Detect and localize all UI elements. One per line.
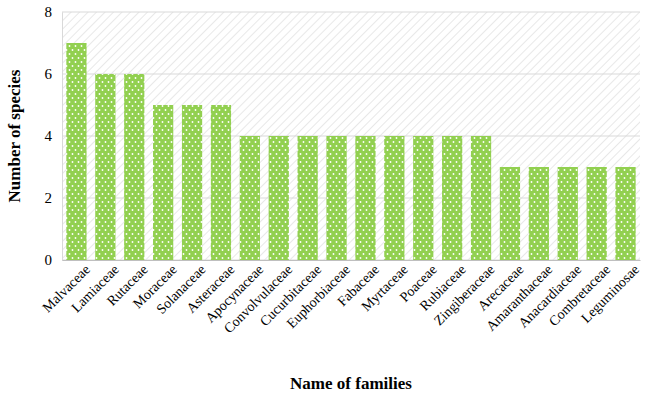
- bar: [182, 105, 202, 260]
- chart: 0 2 4 6 8 MalvaceaeLamiaceaeRutaceaeMoraceaeS…: [0, 0, 646, 397]
- y-axis-line: [62, 13, 63, 261]
- y-tick: 6: [45, 66, 63, 82]
- y-axis: 0 2 4 6 8: [45, 4, 63, 268]
- bar: [355, 136, 375, 260]
- y-tick-label: 8: [45, 4, 53, 20]
- bar: [66, 43, 86, 260]
- bar: [384, 136, 404, 260]
- grid-line: [62, 74, 640, 75]
- bar: [413, 136, 433, 260]
- y-tick: 4: [45, 128, 63, 144]
- x-tick-label: Leguminosae: [578, 262, 642, 326]
- bar: [442, 136, 462, 260]
- y-tick: 8: [45, 4, 63, 20]
- bar: [124, 74, 144, 260]
- x-axis-line: [63, 260, 641, 261]
- bar: [500, 167, 520, 260]
- grid-line: [62, 136, 640, 137]
- x-axis: MalvaceaeLamiaceaeRutaceaeMoraceaeSolana…: [40, 260, 643, 336]
- grid: [62, 12, 640, 260]
- bar: [471, 136, 491, 260]
- y-axis-title: Number of species: [5, 69, 24, 202]
- bar: [529, 167, 549, 260]
- bar: [298, 136, 318, 260]
- x-tick: Leguminosae: [578, 260, 642, 326]
- plot-background: [62, 12, 640, 260]
- grid-line: [62, 260, 640, 261]
- bar: [326, 136, 346, 260]
- y-tick-label: 2: [45, 190, 53, 206]
- y-tick: 2: [45, 190, 63, 206]
- bar: [558, 167, 578, 260]
- bar: [269, 136, 289, 260]
- y-tick-label: 4: [45, 128, 53, 144]
- x-axis-title: Name of families: [290, 374, 412, 393]
- grid-line: [62, 12, 640, 13]
- plot: 0 2 4 6 8 MalvaceaeLamiaceaeRutaceaeMoraceaeS…: [40, 4, 643, 336]
- bar: [153, 105, 173, 260]
- y-tick: 0: [45, 252, 63, 268]
- bar: [211, 105, 231, 260]
- y-tick-label: 6: [45, 66, 53, 82]
- bar: [615, 167, 635, 260]
- bars: [66, 43, 635, 260]
- bar: [95, 74, 115, 260]
- grid-line: [62, 198, 640, 199]
- bar: [240, 136, 260, 260]
- bar: [587, 167, 607, 260]
- y-tick-label: 0: [45, 252, 53, 268]
